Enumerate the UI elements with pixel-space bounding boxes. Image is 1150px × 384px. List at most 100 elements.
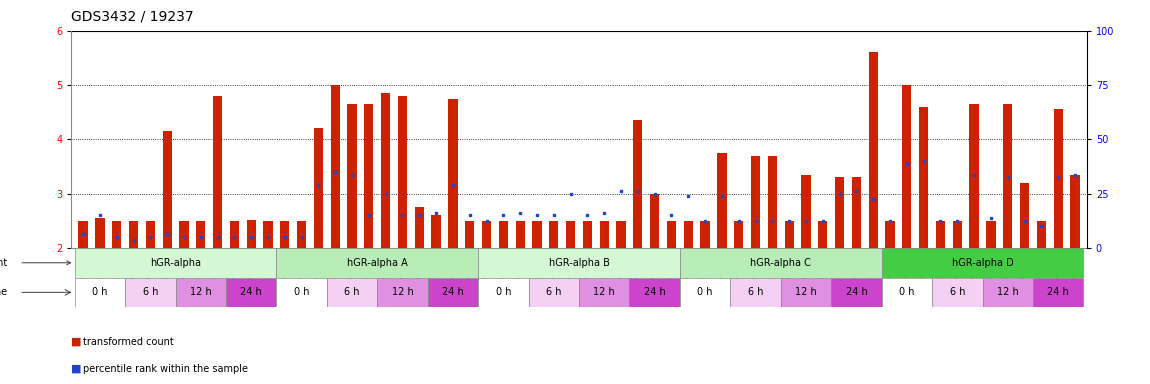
Bar xyxy=(78,221,87,248)
Text: 24 h: 24 h xyxy=(240,287,262,297)
Bar xyxy=(381,93,390,248)
Bar xyxy=(225,278,276,307)
Bar xyxy=(982,278,1033,307)
Text: 24 h: 24 h xyxy=(845,287,867,297)
Bar xyxy=(700,221,710,248)
Bar xyxy=(868,53,877,248)
Bar xyxy=(852,177,861,248)
Bar xyxy=(634,120,643,248)
Bar xyxy=(75,248,276,278)
Bar xyxy=(987,221,996,248)
Text: 0 h: 0 h xyxy=(92,287,108,297)
Text: 0 h: 0 h xyxy=(899,287,914,297)
Bar xyxy=(276,248,478,278)
Bar xyxy=(784,221,794,248)
Text: hGR-alpha A: hGR-alpha A xyxy=(347,258,407,268)
Text: 0 h: 0 h xyxy=(697,287,713,297)
Text: 12 h: 12 h xyxy=(392,287,413,297)
Text: ■: ■ xyxy=(71,364,85,374)
Bar xyxy=(734,221,743,248)
Bar xyxy=(781,278,831,307)
Text: ■: ■ xyxy=(71,337,85,347)
Bar xyxy=(297,221,306,248)
Bar xyxy=(197,221,206,248)
Bar xyxy=(230,221,239,248)
Bar xyxy=(886,221,895,248)
Text: 24 h: 24 h xyxy=(644,287,666,297)
Text: 12 h: 12 h xyxy=(190,287,212,297)
Text: 12 h: 12 h xyxy=(593,287,615,297)
Text: 6 h: 6 h xyxy=(344,287,360,297)
Text: hGR-alpha D: hGR-alpha D xyxy=(952,258,1013,268)
Text: 6 h: 6 h xyxy=(546,287,561,297)
Bar xyxy=(835,177,844,248)
Bar xyxy=(281,221,290,248)
Bar xyxy=(176,278,225,307)
Bar xyxy=(75,278,125,307)
Bar xyxy=(1037,221,1046,248)
Bar xyxy=(499,221,508,248)
Bar xyxy=(428,278,478,307)
Text: hGR-alpha B: hGR-alpha B xyxy=(549,258,610,268)
Bar xyxy=(129,221,138,248)
Bar xyxy=(684,221,693,248)
Bar xyxy=(903,85,912,248)
Text: percentile rank within the sample: percentile rank within the sample xyxy=(83,364,247,374)
Bar xyxy=(314,129,323,248)
Bar xyxy=(478,278,529,307)
Text: hGR-alpha: hGR-alpha xyxy=(150,258,201,268)
Text: 6 h: 6 h xyxy=(748,287,764,297)
Bar xyxy=(831,278,882,307)
Bar xyxy=(276,278,327,307)
Bar xyxy=(431,215,440,248)
Bar xyxy=(478,248,680,278)
Bar xyxy=(377,278,428,307)
Bar xyxy=(263,221,273,248)
Bar xyxy=(599,221,608,248)
Text: 24 h: 24 h xyxy=(442,287,463,297)
Text: hGR-alpha C: hGR-alpha C xyxy=(750,258,811,268)
Bar xyxy=(415,207,424,248)
Bar xyxy=(751,156,760,248)
Text: 0 h: 0 h xyxy=(294,287,309,297)
Bar xyxy=(629,278,680,307)
Bar xyxy=(246,220,255,248)
Bar xyxy=(125,278,176,307)
Bar xyxy=(532,221,542,248)
Bar xyxy=(969,104,979,248)
Bar xyxy=(680,248,882,278)
Bar xyxy=(515,221,524,248)
Bar xyxy=(482,221,491,248)
Text: 24 h: 24 h xyxy=(1048,287,1070,297)
Bar xyxy=(730,278,781,307)
Bar xyxy=(331,85,340,248)
Text: transformed count: transformed count xyxy=(83,337,174,347)
Text: 6 h: 6 h xyxy=(950,287,965,297)
Bar xyxy=(365,104,374,248)
Text: agent: agent xyxy=(0,258,7,268)
Bar xyxy=(146,221,155,248)
Bar xyxy=(768,156,777,248)
Bar xyxy=(162,131,171,248)
Text: GDS3432 / 19237: GDS3432 / 19237 xyxy=(71,9,194,23)
Bar xyxy=(583,221,592,248)
Bar xyxy=(465,221,474,248)
Bar xyxy=(933,278,982,307)
Bar xyxy=(566,221,575,248)
Bar xyxy=(398,96,407,248)
Bar xyxy=(616,221,626,248)
Bar xyxy=(919,107,928,248)
Bar xyxy=(213,96,222,248)
Bar xyxy=(802,175,811,248)
Bar xyxy=(347,104,356,248)
Bar xyxy=(1033,278,1083,307)
Bar xyxy=(680,278,730,307)
Text: 0 h: 0 h xyxy=(496,287,511,297)
Bar xyxy=(650,194,659,248)
Bar xyxy=(1003,104,1012,248)
Bar xyxy=(882,278,933,307)
Bar xyxy=(936,221,945,248)
Text: time: time xyxy=(0,287,7,297)
Text: 12 h: 12 h xyxy=(795,287,816,297)
Bar xyxy=(1071,175,1080,248)
